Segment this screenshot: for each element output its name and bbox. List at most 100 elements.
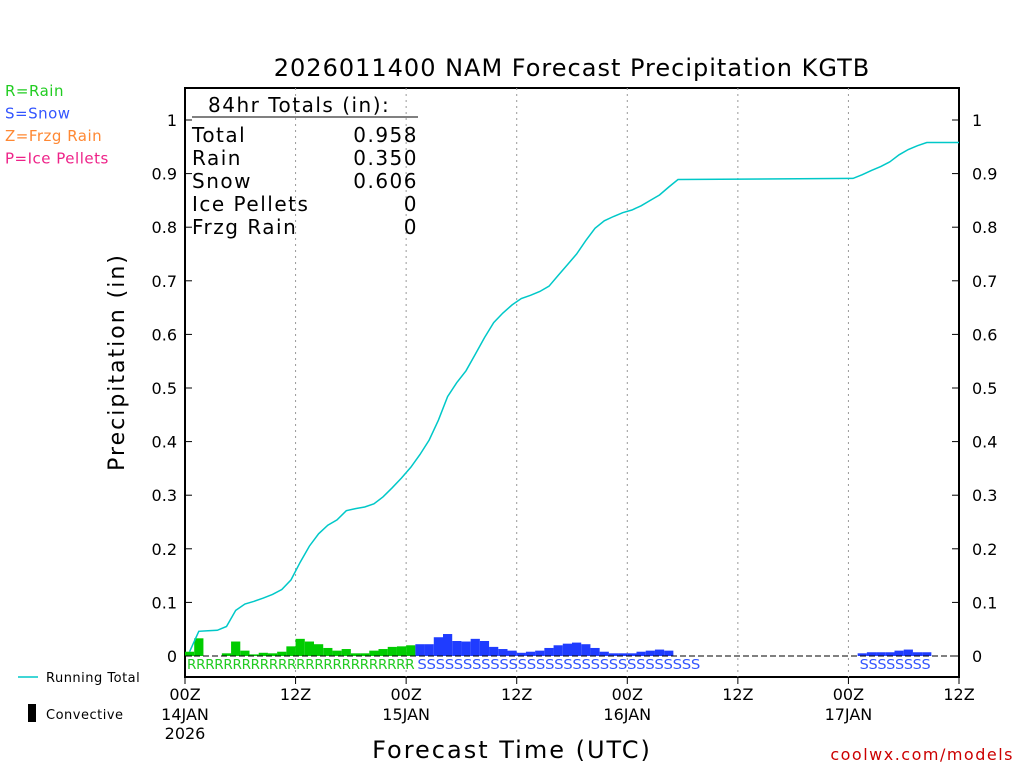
totals-row-label: Ice Pellets [192, 192, 309, 216]
convective-swatch [28, 704, 36, 722]
snow-bar [857, 653, 867, 656]
x-tick-label: 00Z [169, 685, 200, 704]
y-tick-label-right: 0.3 [972, 486, 997, 505]
rain-bar [332, 650, 342, 656]
snow-bar [544, 647, 554, 656]
snow-bar [636, 651, 646, 656]
y-tick-label-left: 0.3 [152, 486, 177, 505]
snow-bar [489, 646, 499, 656]
y-tick-label-left: 0.9 [152, 165, 177, 184]
snow-bar [922, 652, 932, 656]
precip-bars [185, 634, 932, 656]
snow-bar [590, 647, 600, 656]
credit-link[interactable]: coolwx.com/models [830, 745, 1014, 764]
snow-bar [572, 642, 582, 656]
rain-bar [277, 651, 287, 656]
y-tick-label-right: 0.7 [972, 272, 997, 291]
legend-running-total: Running Total [18, 671, 140, 686]
rain-bar [396, 646, 407, 656]
snow-bar [664, 650, 674, 656]
y-tick-label-right: 0.4 [972, 433, 997, 452]
x-tick-label: 00Z [612, 685, 643, 704]
snow-bar [912, 652, 923, 656]
rain-bar [221, 653, 232, 656]
rain-bar [231, 641, 241, 656]
snow-bar [581, 644, 591, 656]
snow-bar [645, 650, 655, 656]
legend-convective: Convective [28, 704, 124, 723]
chart-title: 2026011400 NAM Forecast Precipitation KG… [274, 54, 870, 82]
y-tick-label-left: 1 [167, 111, 177, 130]
y-tick-label-right: 1 [972, 111, 982, 130]
rain-bar [369, 650, 379, 656]
legend-entry: Z=Frzg Rain [5, 127, 102, 145]
totals-row-value: 0 [404, 215, 418, 239]
snow-bar [866, 652, 877, 656]
y-tick-label-left: 0.2 [152, 540, 177, 559]
plot-frame [184, 87, 960, 678]
y-tick-label-left: 0.8 [152, 218, 177, 237]
rain-bar [387, 646, 397, 656]
snow-bar [553, 645, 563, 656]
x-tick-label: 00Z [390, 685, 421, 704]
rain-bar [350, 653, 361, 656]
y-tick-label-right: 0.6 [972, 325, 997, 344]
totals-row-label: Total [191, 123, 246, 147]
snow-bar [618, 653, 628, 656]
rain-bar [258, 652, 268, 656]
x-tick-label: 12Z [943, 685, 974, 704]
y-tick-label-right: 0.1 [972, 593, 997, 612]
rain-bar [378, 649, 388, 656]
x-axis-label: Forecast Time (UTC) [372, 736, 652, 764]
totals-row-value: 0.958 [353, 123, 418, 147]
snow-bar [562, 643, 572, 656]
x-tick-date: 16JAN [603, 705, 651, 724]
x-tick-year: 2026 [165, 724, 206, 743]
rain-bar [304, 641, 314, 656]
x-tick-date: 17JAN [825, 705, 873, 724]
totals-header: 84hr Totals (in): [208, 93, 390, 117]
snow-bar [608, 653, 619, 656]
precip-type-strip: RRRRRRRRRRRRRRRRRRRRRRRRR SSSSSSSSSSSSSSS… [187, 658, 931, 673]
convective-label: Convective [46, 708, 124, 723]
snow-bar [443, 634, 453, 656]
y-tick-label-left: 0.1 [152, 593, 177, 612]
legend-entry: P=Ice Pellets [5, 150, 109, 168]
rain-bar [194, 638, 204, 656]
x-tick-label: 00Z [833, 685, 864, 704]
y-tick-label-left: 0.7 [152, 272, 177, 291]
rain-bar [295, 638, 305, 656]
running-total-label: Running Total [46, 671, 140, 686]
y-tick-label-right: 0.8 [972, 218, 997, 237]
rain-bar [406, 645, 416, 656]
totals-box: 84hr Totals (in): Total 0.958 Rain 0.350 Snow… [191, 93, 418, 239]
y-tick-label-right: 0 [972, 647, 982, 666]
snow-bar [433, 637, 443, 656]
y-axis: 0 00.1 0.10.2 0.20.3 0.30.4 0.40.5 0.50.6 0.60.… [152, 111, 998, 666]
rain-bar [341, 649, 351, 656]
totals-row-value: 0.350 [353, 146, 418, 170]
rain-bar [267, 653, 278, 656]
x-tick-label: 12Z [280, 685, 311, 704]
snow-bar [894, 650, 904, 656]
precip-type-letters: SSSSSSSSSSSSSSSSSSSSSSSSSSSSSSS [417, 658, 700, 673]
precip-type-legend: R=Rain S=Snow Z=Frzg Rain P=Ice Pellets [5, 82, 109, 168]
totals-row-value: 0 [404, 192, 418, 216]
snow-bar [535, 650, 545, 656]
rain-bar [323, 647, 333, 656]
y-tick-label-right: 0.5 [972, 379, 997, 398]
rain-bar [360, 653, 370, 656]
snow-bar [461, 641, 471, 656]
y-axis-label: Precipitation (in) [105, 253, 130, 471]
x-tick-date: 14JAN [161, 705, 209, 724]
x-tick-date: 15JAN [382, 705, 430, 724]
rain-bar [185, 651, 195, 656]
totals-row-value: 0.606 [353, 169, 418, 193]
x-tick-label: 12Z [722, 685, 753, 704]
totals-row-label: Snow [192, 169, 252, 193]
vertical-gridlines [295, 88, 849, 677]
snow-bar [424, 644, 434, 656]
totals-row-label: Rain [192, 146, 242, 170]
rain-bar [240, 650, 250, 656]
